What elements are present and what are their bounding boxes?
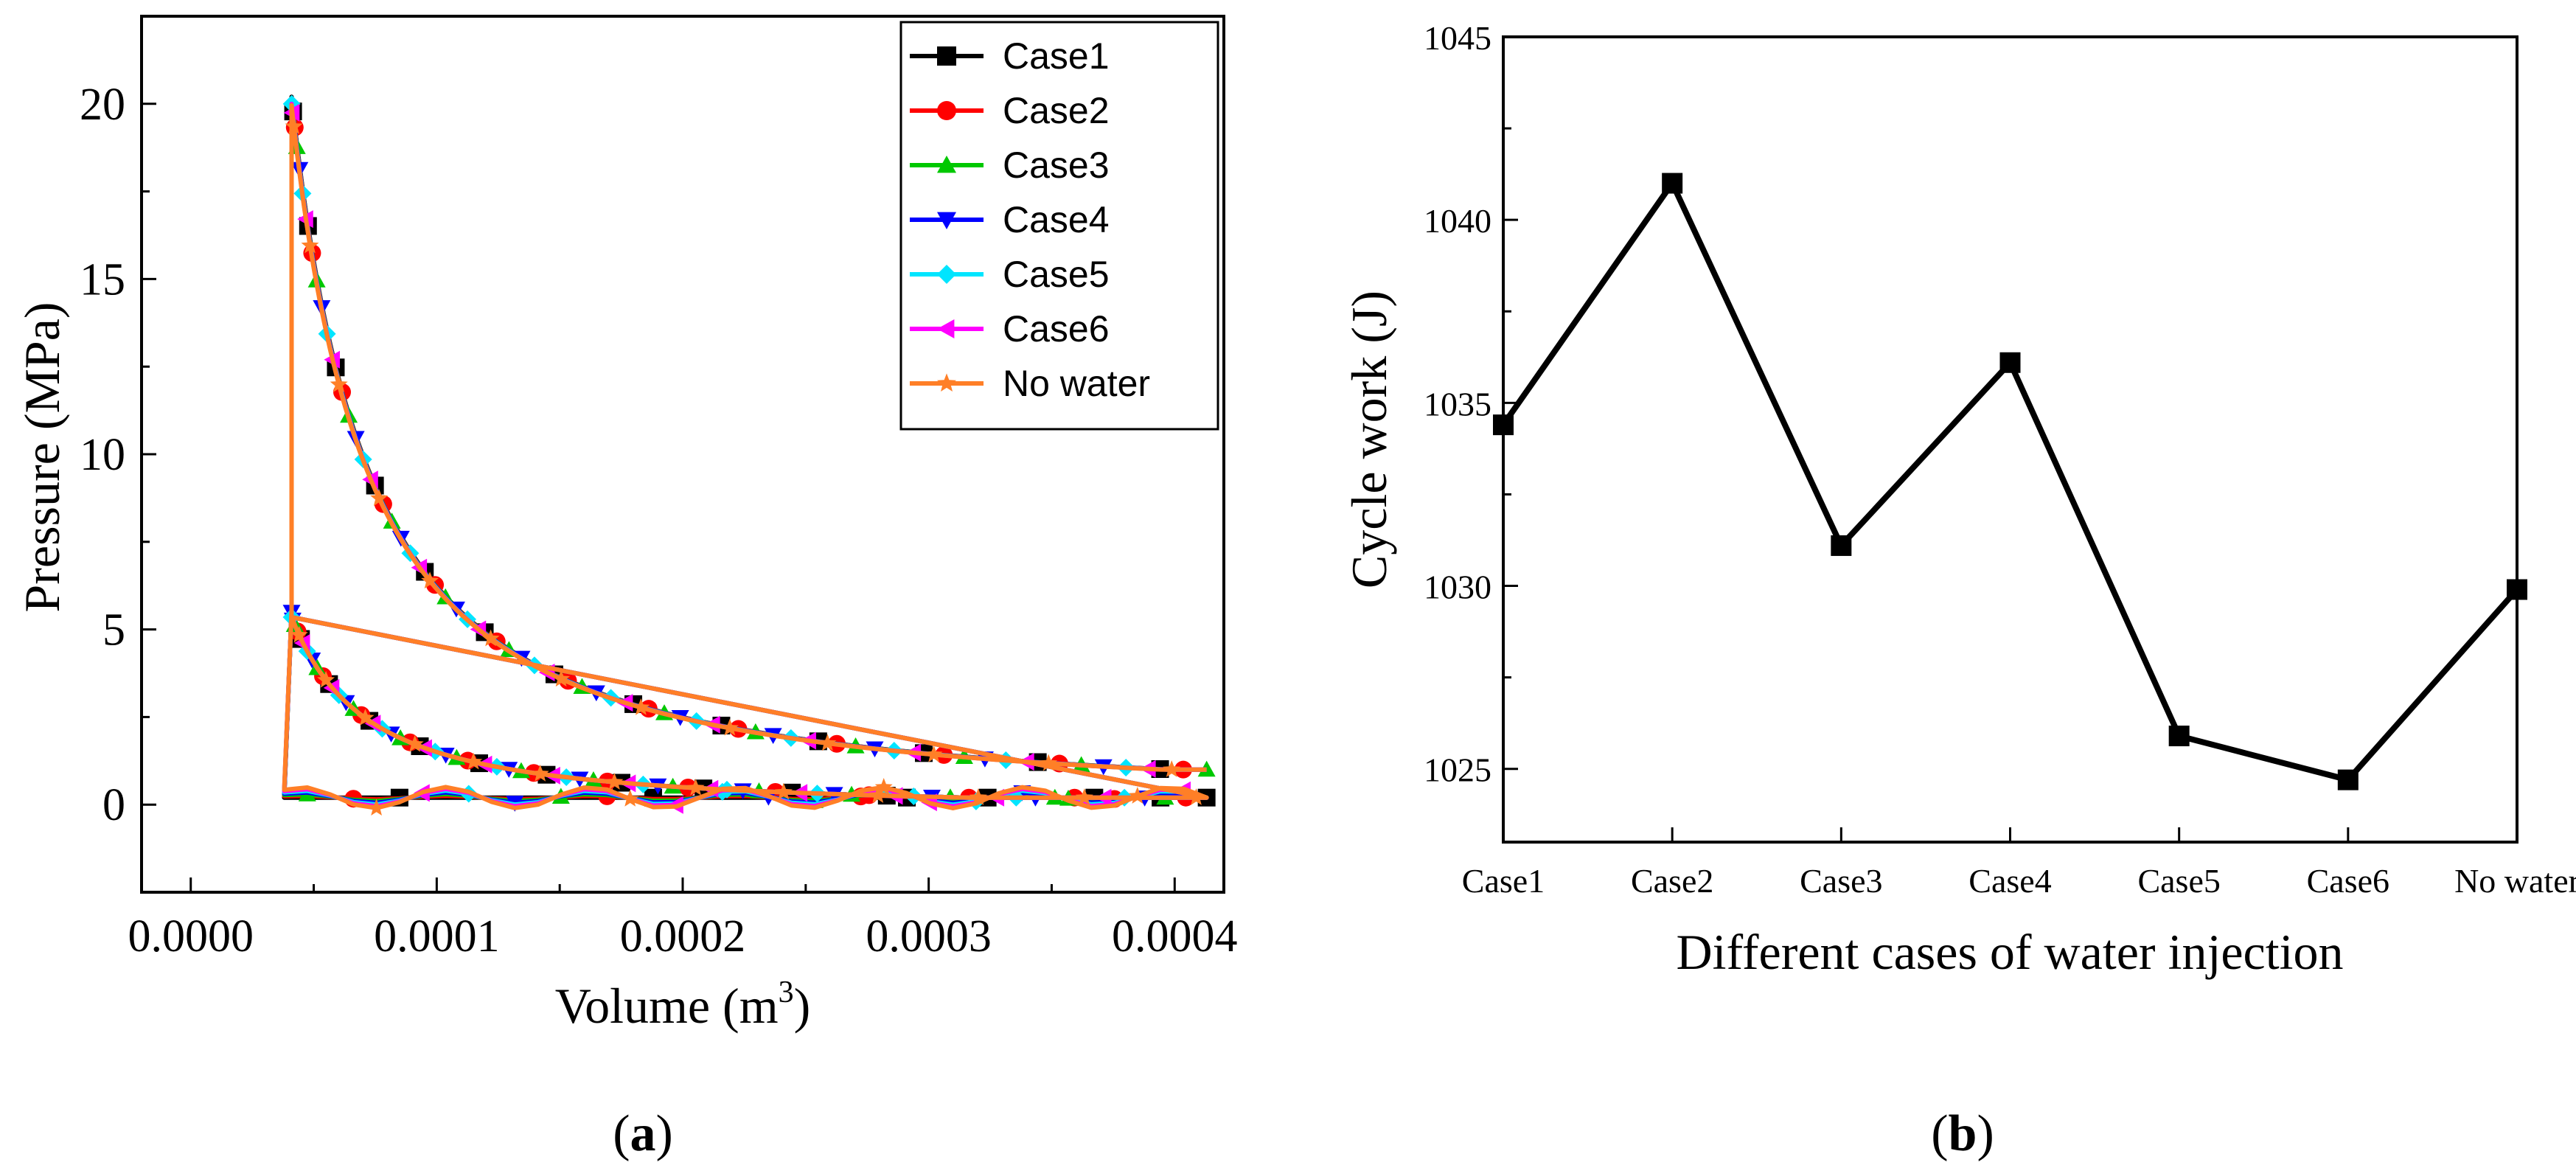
cycle-work-y-axis-title: Cycle work (J) bbox=[1341, 291, 1397, 588]
cycle-work-axis-ticks: 1025 1030 1035 1040 1045 Case1 Case2 Case3 Case4… bbox=[1424, 19, 2576, 900]
pv-x-axis-title: Volume (m3) bbox=[555, 976, 811, 1034]
y-tick-label: 0 bbox=[102, 780, 125, 830]
legend-label: Case4 bbox=[1003, 199, 1110, 240]
legend-marker bbox=[937, 156, 956, 173]
pv-axis-ticks: 0.0000 0.0001 0.0002 0.0003 0.0004 0 5 10 15 20 bbox=[80, 15, 1238, 962]
legend-marker bbox=[937, 265, 956, 284]
series-line bbox=[282, 102, 1209, 810]
series-cycle-work bbox=[1493, 173, 2527, 790]
x-tick-label: Case1 bbox=[1462, 862, 1545, 900]
data-point bbox=[1163, 760, 1181, 777]
x-tick-label: 0.0003 bbox=[866, 911, 992, 962]
legend-item: Case1 bbox=[910, 35, 1110, 77]
legend-label: No water bbox=[1003, 363, 1150, 404]
data-point bbox=[330, 375, 348, 392]
data-point bbox=[1040, 754, 1058, 771]
y-tick-label: 1025 bbox=[1424, 751, 1491, 789]
data-point bbox=[632, 698, 650, 715]
data-point bbox=[686, 779, 705, 796]
x-tick-label: 0.0004 bbox=[1112, 911, 1238, 962]
panel-label-b: (b) bbox=[1931, 1105, 1994, 1162]
data-point bbox=[301, 236, 319, 254]
y-tick-label: 20 bbox=[80, 80, 125, 130]
data-point bbox=[720, 718, 739, 736]
legend-label: Case1 bbox=[1003, 35, 1110, 77]
data-point bbox=[774, 782, 793, 800]
data-point bbox=[1128, 787, 1146, 804]
panel-label-a: (a) bbox=[613, 1105, 673, 1162]
legend-box bbox=[899, 21, 1219, 431]
legend-marker bbox=[937, 101, 956, 120]
x-tick-label: Case5 bbox=[2137, 862, 2220, 900]
pv-plot-area bbox=[282, 94, 1216, 816]
legend-item: Case5 bbox=[910, 254, 1110, 295]
pv-y-axis-title: Pressure (MPa) bbox=[14, 302, 70, 612]
legend-label: Case3 bbox=[1003, 145, 1110, 186]
data-point bbox=[1197, 760, 1216, 777]
legend-marker bbox=[937, 373, 956, 392]
x-tick-label: No water bbox=[2454, 862, 2576, 900]
data-point bbox=[464, 752, 483, 770]
x-tick-label: Case4 bbox=[1968, 862, 2051, 900]
data-point bbox=[2168, 726, 2190, 747]
legend-label: Case5 bbox=[1003, 254, 1110, 295]
data-point bbox=[370, 489, 389, 507]
y-tick-label: 1030 bbox=[1424, 569, 1491, 606]
data-point bbox=[285, 117, 303, 134]
legend-item: Case6 bbox=[910, 308, 1110, 350]
y-tick-label: 10 bbox=[80, 430, 125, 480]
pv-diagram-panel: 0.0000 0.0001 0.0002 0.0003 0.0004 0 5 10 15 20 P… bbox=[14, 15, 1238, 1162]
data-point bbox=[1662, 173, 1683, 194]
legend-marker bbox=[937, 319, 955, 338]
y-tick-label: 1045 bbox=[1424, 19, 1491, 57]
cycle-work-x-axis-title: Different cases of water injection bbox=[1676, 924, 2343, 980]
legend-marker bbox=[937, 212, 956, 229]
legend-item: Case4 bbox=[910, 199, 1110, 240]
data-point bbox=[818, 734, 837, 751]
legend-item: Case3 bbox=[910, 145, 1110, 186]
legend-item: Case2 bbox=[910, 90, 1110, 131]
data-point bbox=[1831, 535, 1852, 556]
legend-item: No water bbox=[910, 363, 1150, 404]
data-point bbox=[605, 773, 624, 790]
x-tick-label: 0.0000 bbox=[128, 911, 254, 962]
data-point bbox=[405, 734, 424, 752]
x-tick-label: Case2 bbox=[1631, 862, 1713, 900]
x-tick-label: Case6 bbox=[2307, 862, 2389, 900]
data-point bbox=[1075, 788, 1093, 805]
y-tick-label: 1035 bbox=[1424, 385, 1491, 423]
data-point bbox=[1187, 788, 1205, 805]
data-point bbox=[356, 709, 375, 726]
data-point bbox=[290, 625, 308, 643]
legend-label: Case6 bbox=[1003, 308, 1110, 350]
data-point bbox=[367, 799, 386, 816]
y-tick-label: 1040 bbox=[1424, 202, 1491, 240]
data-point bbox=[2337, 769, 2359, 790]
cycle-work-plot-area bbox=[1493, 173, 2527, 790]
data-point bbox=[317, 670, 335, 688]
x-tick-label: Case3 bbox=[1800, 862, 1882, 900]
y-tick-label: 5 bbox=[102, 605, 125, 656]
data-point bbox=[421, 571, 439, 589]
data-point bbox=[868, 786, 887, 803]
legend-label: Case2 bbox=[1003, 90, 1110, 131]
data-point bbox=[969, 788, 987, 805]
data-point bbox=[481, 629, 500, 647]
data-point bbox=[925, 745, 943, 762]
y-tick-label: 15 bbox=[80, 254, 125, 305]
legend-marker bbox=[937, 46, 956, 66]
pv-legend: Case1 Case2 Case3 Case4 Case5 Case6 No water bbox=[899, 21, 1219, 431]
cycle-work-panel: 1025 1030 1035 1040 1045 Case1 Case2 Case3 Case4… bbox=[1341, 19, 2576, 1162]
data-point bbox=[1999, 352, 2021, 373]
data-point bbox=[621, 790, 639, 807]
data-point bbox=[874, 778, 893, 795]
series-no-water bbox=[282, 102, 1209, 816]
x-tick-label: 0.0001 bbox=[374, 911, 500, 962]
data-point bbox=[552, 670, 571, 687]
data-point bbox=[531, 764, 549, 782]
x-tick-label: 0.0002 bbox=[620, 911, 746, 962]
